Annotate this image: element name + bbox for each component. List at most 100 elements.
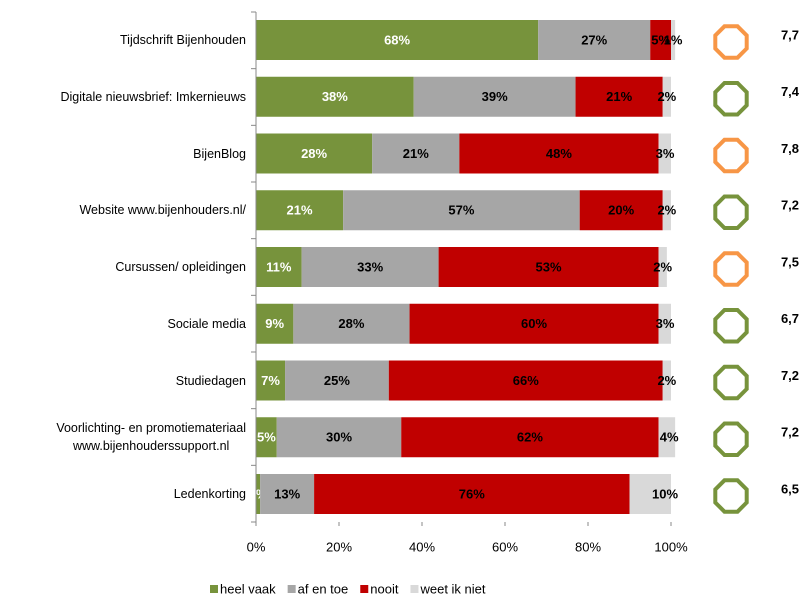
score-label: 6,7 <box>781 311 799 326</box>
data-label: 28% <box>338 316 364 331</box>
data-label: 13% <box>274 486 300 501</box>
data-label: 1% <box>664 32 683 47</box>
category-label: Ledenkorting <box>173 487 246 501</box>
data-label: 53% <box>536 259 562 274</box>
data-label: 39% <box>482 89 508 104</box>
data-label: 3% <box>656 316 675 331</box>
data-label: 28% <box>301 146 327 161</box>
score-icon <box>713 251 749 287</box>
score-icon <box>713 194 749 230</box>
bar-segment <box>293 303 410 344</box>
score-label: 6,5 <box>781 481 799 496</box>
bar-segment <box>256 474 261 514</box>
bar-segment <box>438 247 659 287</box>
bar-segment <box>401 417 659 458</box>
category-label: Website www.bijenhouders.nl/ <box>79 203 246 218</box>
data-label: 66% <box>513 373 539 388</box>
bar-segment <box>658 133 671 174</box>
x-tick-label: 20% <box>326 539 352 554</box>
legend-swatch <box>287 585 296 593</box>
bar-segment <box>256 247 302 287</box>
bar-segment <box>256 133 373 174</box>
score-icon <box>713 81 749 117</box>
x-tick-label: 40% <box>409 539 435 554</box>
bar-segment <box>662 190 671 231</box>
bar-segment <box>671 20 676 60</box>
score-icon <box>713 421 749 457</box>
data-label: 4% <box>660 430 679 445</box>
bar-segment <box>658 303 671 344</box>
bar-segment <box>285 360 389 401</box>
data-label: 30% <box>326 430 352 445</box>
score-label: 7,7 <box>781 27 799 42</box>
data-label: 21% <box>403 146 429 161</box>
data-label: 48% <box>546 146 572 161</box>
data-label: 62% <box>517 430 543 445</box>
data-label: 5% <box>651 32 670 47</box>
bar-segment <box>314 474 630 514</box>
bar-segment <box>658 417 676 458</box>
bar-segment <box>256 417 277 458</box>
score-icon <box>713 308 749 344</box>
data-label: 11% <box>266 259 292 274</box>
bar-segment <box>343 190 580 231</box>
bar-segment <box>662 360 671 401</box>
score-label: 7,5 <box>781 254 799 269</box>
bar-segment <box>388 360 663 401</box>
bar-segment <box>256 190 344 231</box>
data-label: 2% <box>657 89 676 104</box>
bar-segment <box>629 474 671 514</box>
legend-swatch <box>360 585 369 593</box>
data-label: 27% <box>581 32 607 47</box>
score-label: 7,2 <box>781 198 799 213</box>
score-label: 7,4 <box>781 84 800 99</box>
category-label: Tijdschrift Bijenhouden <box>120 33 246 47</box>
score-label: 7,8 <box>781 141 799 156</box>
legend-label: nooit <box>370 581 399 596</box>
bar-segment <box>372 133 460 174</box>
legend-swatch <box>410 585 419 593</box>
data-label: 25% <box>324 373 350 388</box>
score-icon <box>713 137 749 174</box>
bar-segment <box>256 303 294 344</box>
x-tick-label: 0% <box>247 539 266 554</box>
x-tick-label: 80% <box>575 539 601 554</box>
data-label: 20% <box>608 203 634 218</box>
data-label: 3% <box>656 146 675 161</box>
bar-segment <box>256 20 539 60</box>
data-label: 2% <box>653 259 672 274</box>
category-label: Digitale nieuwsbrief: Imkernieuws <box>60 89 247 104</box>
bar-segment <box>662 76 671 117</box>
score-icon <box>713 478 749 514</box>
data-label: 38% <box>322 89 348 104</box>
data-label: 21% <box>606 89 632 104</box>
data-label: 57% <box>448 203 474 218</box>
bar-segment <box>409 303 659 344</box>
x-tick-label: 60% <box>492 539 518 554</box>
data-label: 33% <box>357 259 383 274</box>
bar-segment <box>256 76 414 117</box>
legend-swatch <box>210 585 218 593</box>
bar-segment <box>260 474 315 514</box>
score-icon <box>713 364 749 401</box>
data-label: 21% <box>287 203 313 218</box>
bar-segment <box>459 133 659 174</box>
data-label: 60% <box>521 316 547 331</box>
data-label: 10% <box>652 486 678 501</box>
score-icon <box>713 24 749 60</box>
category-label: Studiedagen <box>175 373 246 388</box>
data-label: 68% <box>384 32 410 47</box>
category-label: Voorlichting- en promotiemateriaal www.b… <box>56 421 246 454</box>
data-label: 76% <box>459 486 485 501</box>
category-label: BijenBlog <box>193 146 246 161</box>
bar-segment <box>413 76 576 117</box>
bar-segment <box>579 190 663 231</box>
data-label: 5% <box>257 430 276 445</box>
bar-segment <box>538 20 651 60</box>
data-label: 7% <box>261 373 280 388</box>
category-label: Cursussen/ opleidingen <box>115 260 246 274</box>
category-label: Sociale media <box>167 316 246 331</box>
data-label: 2% <box>657 203 676 218</box>
